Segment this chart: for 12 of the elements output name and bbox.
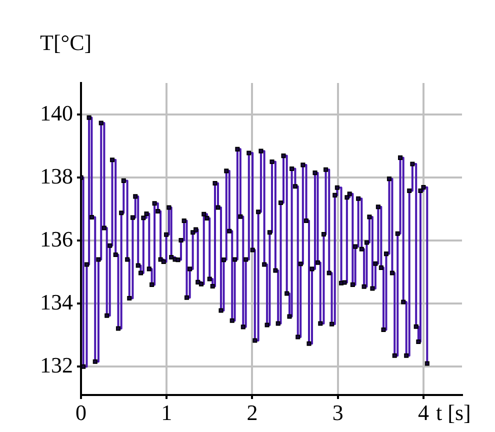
x-axis-title: t [s] <box>436 400 471 425</box>
y-tick-label: 140 <box>40 100 73 126</box>
y-tick-label: 138 <box>40 163 73 188</box>
y-tick-label: 132 <box>40 352 73 378</box>
x-tick-label: 3 <box>332 400 344 425</box>
x-tick-label: 0 <box>76 400 86 425</box>
x-tick-label: 1 <box>161 400 172 425</box>
x-tick-label: 2 <box>246 400 258 425</box>
y-axis-title: T[°C] <box>40 30 92 55</box>
x-tick-label: 4 <box>418 400 429 425</box>
y-tick-label: 134 <box>40 289 73 314</box>
y-tick-label: 136 <box>40 226 73 252</box>
